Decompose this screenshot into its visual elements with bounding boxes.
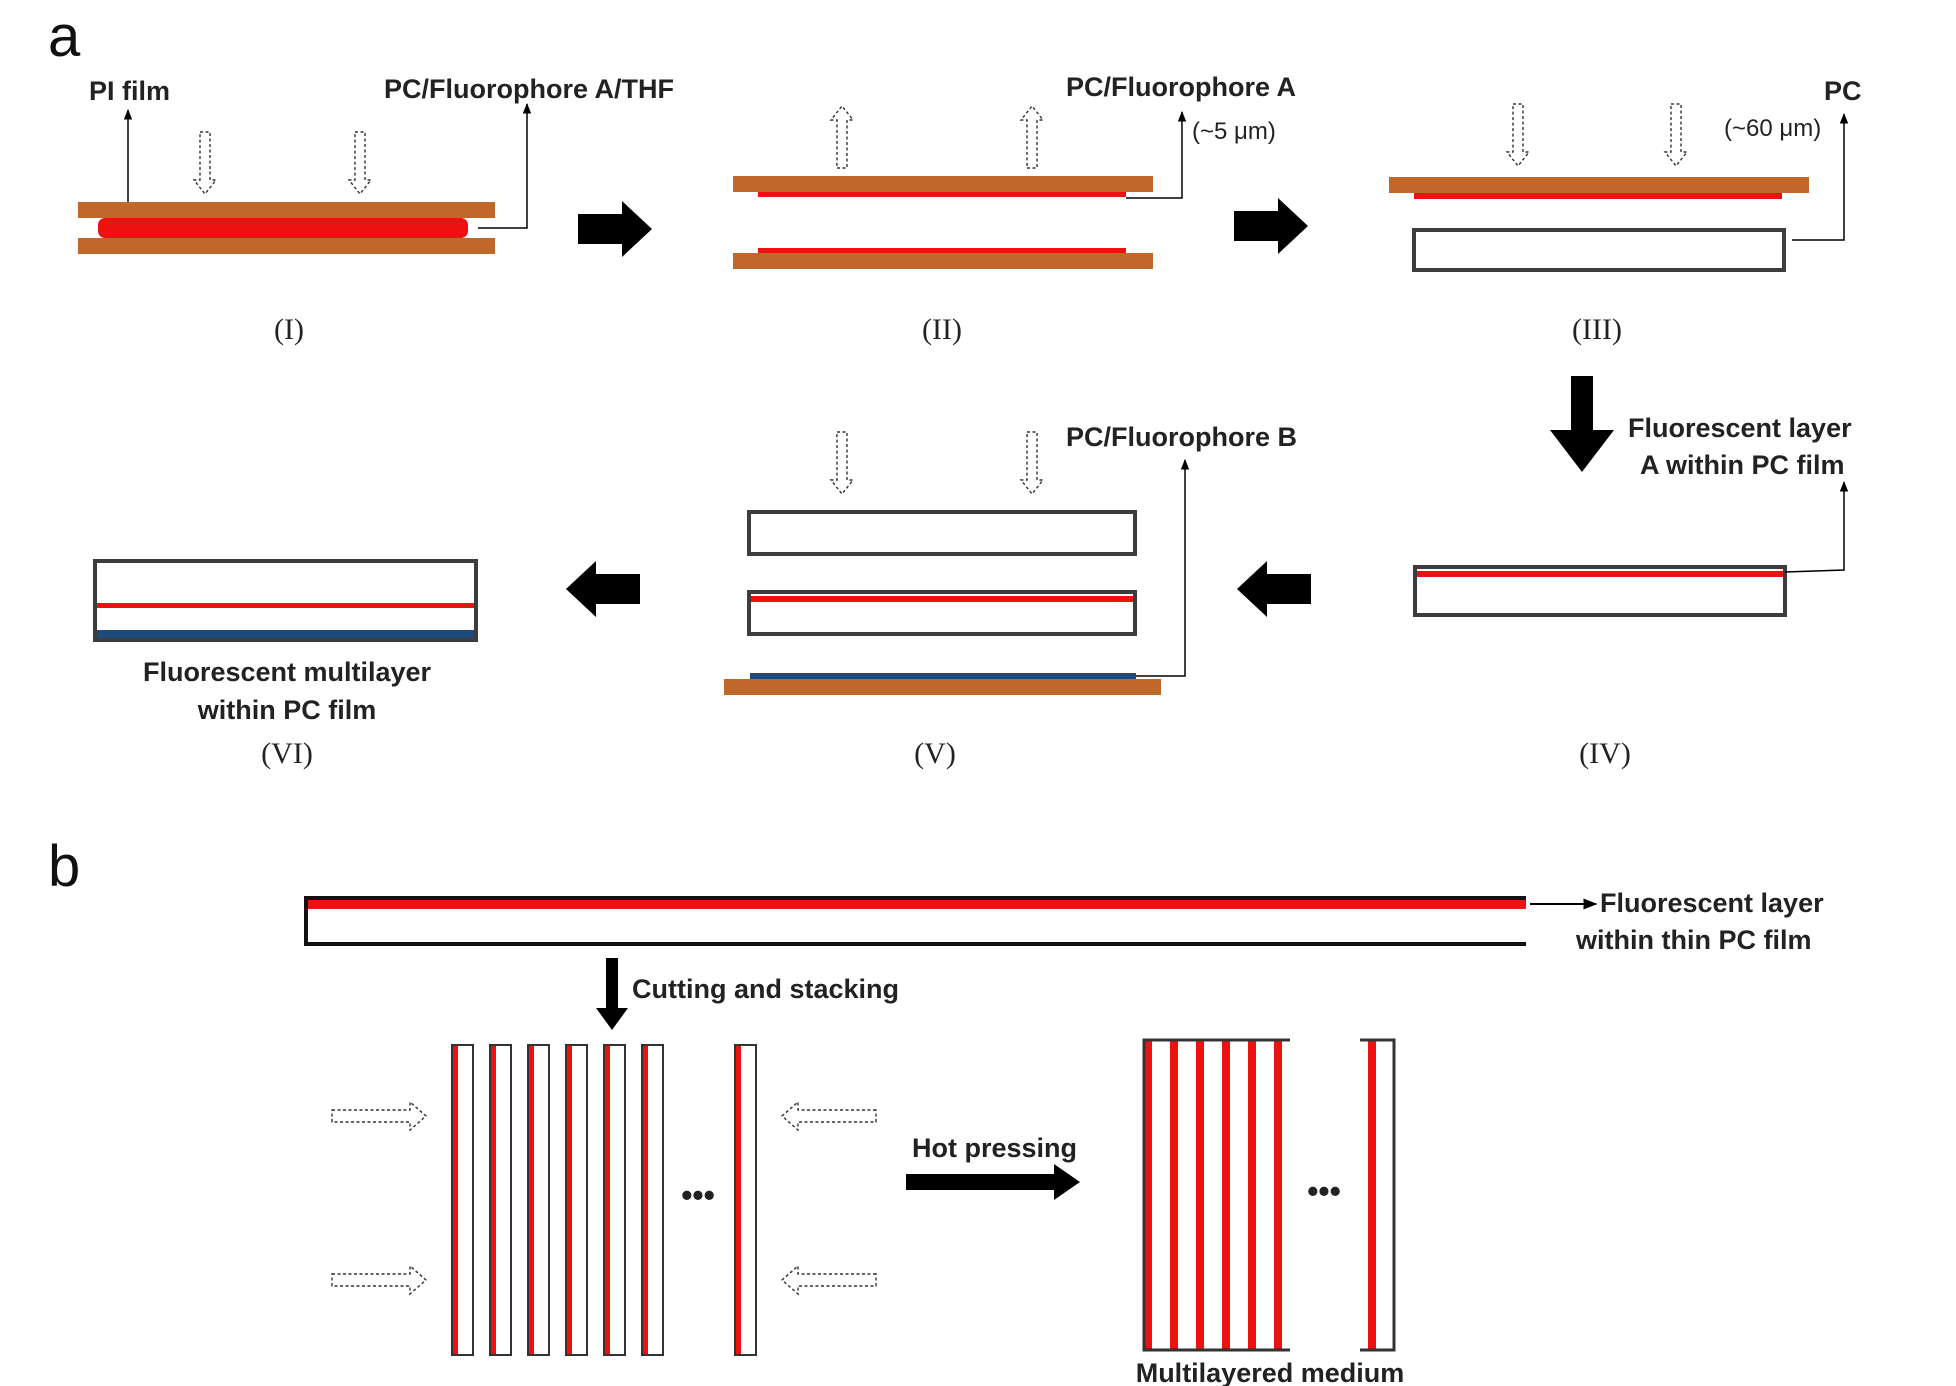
film-strip <box>734 1044 757 1356</box>
fluorophore-a-layer <box>751 596 1133 602</box>
thin-film-outline <box>304 896 1526 946</box>
pi-film-bottom <box>733 253 1153 269</box>
pc-fb-leader-line <box>1136 458 1190 677</box>
press-down-arrow-icon <box>1664 103 1688 167</box>
label-pc-fb: PC/Fluorophore B <box>1066 422 1297 452</box>
fluorophore-a-layer <box>758 192 1126 197</box>
step-4-single-layer-film <box>1413 565 1787 617</box>
process-arrow-right-icon <box>1234 198 1308 254</box>
panel-a-letter: a <box>48 4 81 69</box>
panel-b-letter: b <box>48 834 80 899</box>
step-1-sandwich <box>78 202 495 254</box>
film-strip <box>527 1044 550 1356</box>
ellipsis-medium: ••• <box>1307 1173 1341 1209</box>
film-strip <box>565 1044 588 1356</box>
pi-film-top <box>733 176 1153 192</box>
process-arrow-right-icon <box>578 201 652 257</box>
label-pi-film: PI film <box>89 76 170 106</box>
thin-pc-film <box>304 896 1526 946</box>
stacked-film-strips <box>451 1044 757 1356</box>
fluorophore-layer <box>1274 1040 1282 1350</box>
fluorophore-b-layer <box>750 673 1136 679</box>
step-label-5: (V) <box>914 737 956 770</box>
multilayered-medium <box>1142 1038 1396 1352</box>
step-label-3: (III) <box>1572 313 1622 346</box>
pc-film-multilayer <box>93 559 478 642</box>
fluorophore-a-layer <box>1414 193 1782 199</box>
step-6-multilayer-film <box>93 559 478 642</box>
label-fluor-layer-a-line2: A within PC film <box>1640 450 1845 480</box>
pi-film-top <box>1389 177 1809 193</box>
press-down-arrow-icon <box>1506 103 1530 167</box>
press-left-arrow-icon <box>781 1101 877 1131</box>
fluorophore-a-layer <box>97 603 474 608</box>
fluorophore-b-layer <box>97 630 474 638</box>
label-multilayer-line2: within PC film <box>197 695 377 725</box>
pc-leader-line <box>1792 112 1849 241</box>
step-label-1: (I) <box>274 313 304 346</box>
film-strip <box>451 1044 474 1356</box>
label-multilayered-medium: Multilayered medium <box>1136 1358 1405 1386</box>
process-arrow-down-icon <box>1550 376 1614 472</box>
pc-film <box>1412 228 1786 272</box>
fluorophore-layer <box>1222 1040 1230 1350</box>
film-strip <box>603 1044 626 1356</box>
pi-film-bottom <box>78 238 495 254</box>
step-5-stack-with-b <box>724 510 1161 695</box>
label-hot-pressing: Hot pressing <box>912 1133 1077 1163</box>
ellipsis-stack: ••• <box>681 1177 715 1213</box>
step-2-separated-films <box>733 176 1153 269</box>
process-arrow-left-icon <box>1237 561 1311 617</box>
pc-fa-leader-line <box>1126 110 1187 199</box>
step-label-4: (IV) <box>1579 737 1631 770</box>
press-right-arrow-icon <box>331 1101 427 1131</box>
step-label-6: (VI) <box>261 737 313 770</box>
pc-fa-thf-leader-line <box>478 102 532 229</box>
medium-outline-left <box>1142 1038 1290 1352</box>
film-strip <box>641 1044 664 1356</box>
hot-pressing-arrow-icon <box>906 1164 1080 1200</box>
film-strip <box>489 1044 512 1356</box>
label-pc-fa-thf: PC/Fluorophore A/THF <box>384 74 674 104</box>
cutting-arrow-down-icon <box>596 958 628 1030</box>
label-thickness-60um: (~60 μm) <box>1724 115 1821 142</box>
press-down-arrow-icon <box>348 131 372 195</box>
fluor-layer-a-leader-line <box>1784 480 1849 573</box>
lift-up-arrow-icon <box>830 105 854 169</box>
press-down-arrow-icon <box>193 131 217 195</box>
step-3-transfer <box>1389 177 1809 272</box>
process-arrow-left-icon <box>566 561 640 617</box>
label-fluor-layer-a-line1: Fluorescent layer <box>1628 413 1852 443</box>
press-down-arrow-icon <box>1020 431 1044 495</box>
pc-film-cover <box>747 510 1137 556</box>
label-pc: PC <box>1824 76 1862 106</box>
press-right-arrow-icon <box>331 1265 427 1295</box>
step-label-2: (II) <box>922 313 962 346</box>
fluorophore-layer <box>1368 1040 1376 1350</box>
fluorophore-a-layer <box>1417 571 1783 577</box>
label-cutting-stacking: Cutting and stacking <box>632 974 899 1004</box>
press-left-arrow-icon <box>781 1265 877 1295</box>
pi-film-top <box>78 202 495 218</box>
fluorophore-layer <box>1196 1040 1204 1350</box>
lift-up-arrow-icon <box>1020 105 1044 169</box>
label-thin-film-line2: within thin PC film <box>1575 925 1811 955</box>
fluorophore-layer <box>1248 1040 1256 1350</box>
fluorophore-layer <box>1170 1040 1178 1350</box>
pi-film-bottom <box>724 679 1161 695</box>
label-multilayer-line1: Fluorescent multilayer <box>143 657 432 687</box>
pc-fa-thf-solution <box>98 218 468 238</box>
label-thickness-5um: (~5 μm) <box>1192 118 1276 145</box>
fluorophore-a-layer <box>306 899 1526 909</box>
press-down-arrow-icon <box>830 431 854 495</box>
fluorophore-layer <box>1144 1040 1152 1350</box>
medium-outline-right <box>1360 1038 1396 1352</box>
label-thin-film-line1: Fluorescent layer <box>1600 888 1824 918</box>
label-pc-fa: PC/Fluorophore A <box>1066 72 1296 102</box>
fluorophore-a-layer <box>758 248 1126 253</box>
